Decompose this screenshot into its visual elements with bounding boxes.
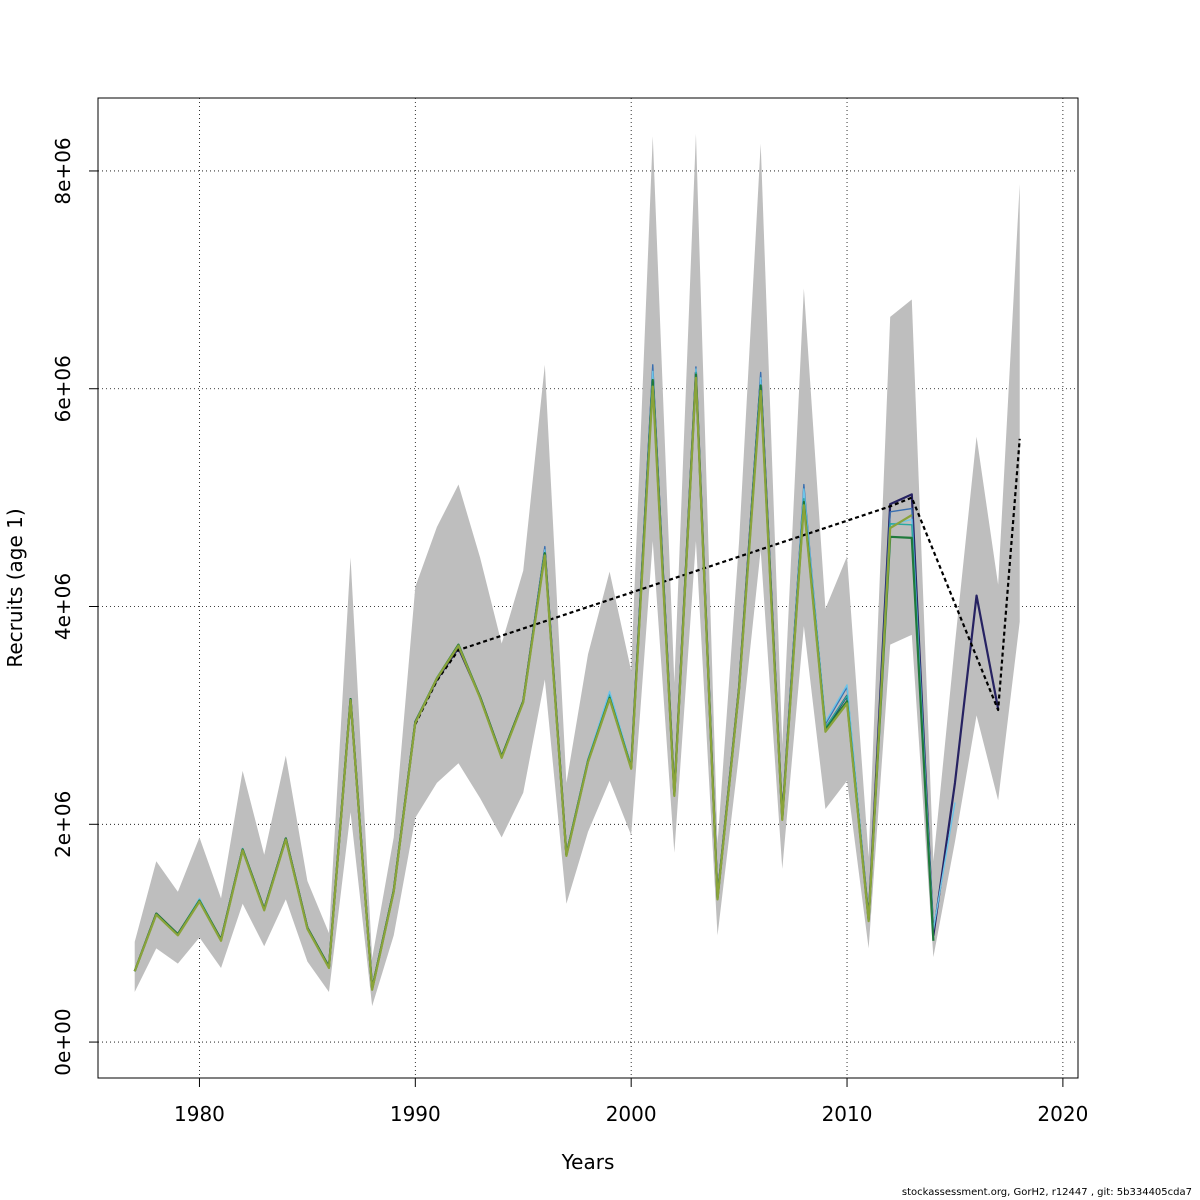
x-tick-label: 2000 (606, 1102, 657, 1126)
x-tick-label: 1990 (390, 1102, 441, 1126)
x-tick-label: 2020 (1037, 1102, 1088, 1126)
x-tick-label: 2010 (822, 1102, 873, 1126)
x-tick-label: 1980 (174, 1102, 225, 1126)
y-tick-label: 4e+06 (51, 573, 75, 640)
series-layer (133, 364, 1021, 991)
confidence-band (134, 133, 1020, 1007)
grid-lines (98, 98, 1078, 1078)
y-tick-label: 6e+06 (51, 355, 75, 422)
series-line-7 (133, 376, 913, 991)
y-tick-label: 2e+06 (51, 791, 75, 858)
y-axis: 0e+00 2e+06 4e+06 6e+06 8e+06 (51, 137, 99, 1076)
y-axis-title: Recruits (age 1) (3, 508, 27, 667)
plot-frame (97, 97, 1079, 1079)
confidence-band-layer (134, 133, 1020, 1007)
y-tick-label: 8e+06 (51, 137, 75, 204)
y-tick-label: 0e+00 (51, 1008, 75, 1075)
footer-credit: stockassessment.org, GorH2, r12447 , git… (901, 1187, 1192, 1198)
x-axis-title: Years (561, 1150, 615, 1174)
x-axis: 1980 1990 2000 2010 2020 (174, 1077, 1088, 1126)
series-line-2 (414, 438, 1021, 725)
